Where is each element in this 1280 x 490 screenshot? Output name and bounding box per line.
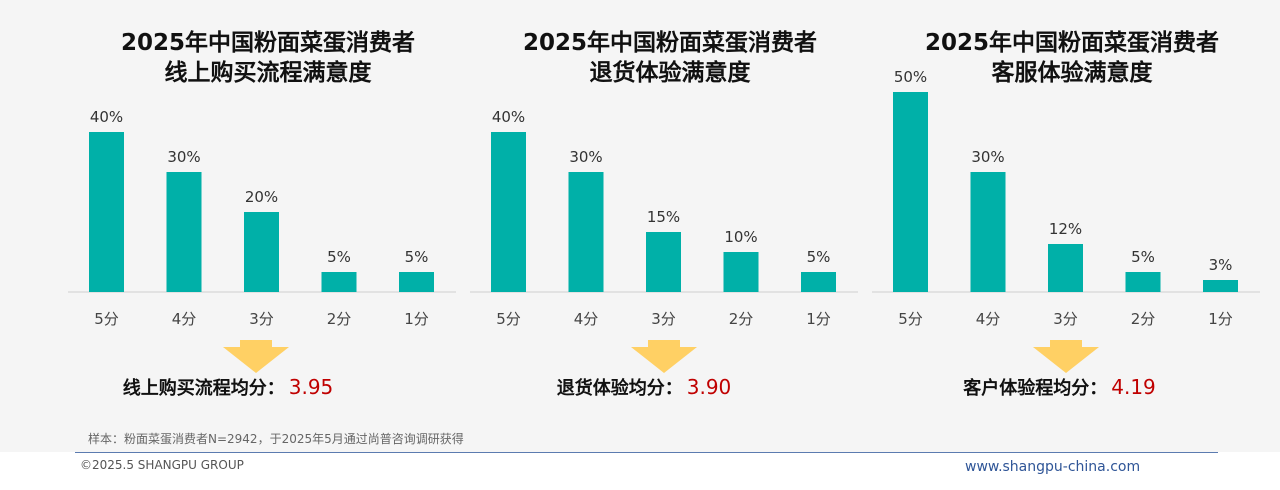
x-tick-label: 1分 <box>404 310 429 328</box>
data-label: 5% <box>807 248 831 266</box>
x-tick-label: 3分 <box>249 310 274 328</box>
x-tick-label: 5分 <box>898 310 923 328</box>
bar-3分 <box>244 212 279 292</box>
bar-4分 <box>970 172 1006 292</box>
average-score-label: 客户体验程均分： <box>963 378 1108 399</box>
chart-title: 2025年中国粉面菜蛋消费者 线上购买流程满意度 <box>68 28 468 88</box>
arrow-icon-stem <box>648 340 680 348</box>
x-tick-label: 4分 <box>172 310 197 328</box>
chart-canvas: 2025年中国粉面菜蛋消费者 线上购买流程满意度 40% 5分 30% 4分 20% 3分… <box>68 0 1272 452</box>
average-score: 客户体验程均分： 4.19 <box>872 374 1247 400</box>
data-label: 40% <box>492 108 525 126</box>
bar-2分 <box>321 272 357 292</box>
average-score-label: 线上购买流程均分： <box>122 378 285 399</box>
arrow-icon-stem <box>1050 340 1082 348</box>
website-link[interactable]: www.shangpu-china.com <box>965 459 1141 475</box>
data-label: 20% <box>245 188 278 206</box>
bar-5分 <box>893 92 928 292</box>
bar-4分 <box>166 172 202 292</box>
data-label: 40% <box>90 108 123 126</box>
x-tick-label: 2分 <box>1131 310 1156 328</box>
chart-panel-online-purchase: 2025年中国粉面菜蛋消费者 线上购买流程满意度 40% 5分 30% 4分 20% 3分… <box>68 0 468 452</box>
chart-panel-customer-service: 2025年中国粉面菜蛋消费者 客服体验满意度 50% 5分 30% 4分 12% 3分 5%… <box>872 0 1272 452</box>
average-score: 线上购买流程均分： 3.95 <box>68 374 388 400</box>
chart-title: 2025年中国粉面菜蛋消费者 客服体验满意度 <box>872 28 1272 88</box>
down-arrow-icon <box>223 347 289 373</box>
bar-3分 <box>646 232 681 292</box>
bar-chart-svg: 40% 5分 30% 4分 15% 3分 10% 2分 5% 1分 <box>470 108 858 328</box>
x-tick-label: 2分 <box>327 310 352 328</box>
data-label: 12% <box>1049 220 1082 238</box>
bar-1分 <box>1203 280 1238 292</box>
arrow-icon-stem <box>240 340 272 348</box>
data-label: 50% <box>894 68 927 86</box>
average-score-value: 4.19 <box>1111 375 1156 399</box>
average-score-value: 3.90 <box>686 375 732 399</box>
bar-2分 <box>1125 272 1161 292</box>
bar-1分 <box>399 272 434 292</box>
footer-divider <box>75 452 1218 453</box>
x-tick-label: 3分 <box>1053 310 1078 328</box>
x-tick-label: 5分 <box>94 310 119 328</box>
data-label: 30% <box>167 148 200 166</box>
sample-note: 样本：粉面菜蛋消费者N=2942，于2025年5月通过尚普咨询调研获得 <box>88 432 464 446</box>
data-label: 3% <box>1209 256 1233 274</box>
x-tick-label: 1分 <box>1208 310 1233 328</box>
down-arrow-icon <box>631 347 697 373</box>
chart-title-line-2: 退货体验满意度 <box>589 60 751 86</box>
bar-chart-svg: 40% 5分 30% 4分 20% 3分 5% 2分 5% 1分 <box>68 108 456 328</box>
bar-3分 <box>1048 244 1083 292</box>
x-tick-label: 4分 <box>976 310 1001 328</box>
average-score: 退货体验均分： 3.90 <box>470 374 818 400</box>
bar-chart-svg: 50% 5分 30% 4分 12% 3分 5% 2分 3% 1分 <box>872 68 1260 328</box>
bar-1分 <box>801 272 836 292</box>
data-label: 5% <box>327 248 351 266</box>
data-label: 30% <box>569 148 602 166</box>
down-arrow-icon <box>1033 347 1099 373</box>
copyright-text: ©2025.5 SHANGPU GROUP <box>80 458 244 472</box>
average-score-label: 退货体验均分： <box>556 378 683 399</box>
x-tick-label: 1分 <box>806 310 831 328</box>
x-tick-label: 2分 <box>729 310 754 328</box>
data-label: 5% <box>405 248 429 266</box>
average-score-value: 3.95 <box>288 375 334 399</box>
data-label: 10% <box>724 228 757 246</box>
data-label: 30% <box>971 148 1004 166</box>
chart-title: 2025年中国粉面菜蛋消费者 退货体验满意度 <box>470 28 870 88</box>
bar-4分 <box>568 172 604 292</box>
chart-title-line-1: 2025年中国粉面菜蛋消费者 <box>924 30 1219 56</box>
x-tick-label: 5分 <box>496 310 521 328</box>
bar-5分 <box>491 132 526 292</box>
data-label: 5% <box>1131 248 1155 266</box>
chart-title-line-1: 2025年中国粉面菜蛋消费者 <box>522 30 817 56</box>
chart-title-line-2: 客服体验满意度 <box>991 60 1153 86</box>
bar-2分 <box>723 252 759 292</box>
x-tick-label: 4分 <box>574 310 599 328</box>
x-tick-label: 3分 <box>651 310 676 328</box>
chart-panel-return-experience: 2025年中国粉面菜蛋消费者 退货体验满意度 40% 5分 30% 4分 15% 3分 10… <box>470 0 870 452</box>
chart-title-line-2: 线上购买流程满意度 <box>164 60 372 86</box>
chart-title-line-1: 2025年中国粉面菜蛋消费者 <box>120 30 415 56</box>
data-label: 15% <box>647 208 680 226</box>
bar-5分 <box>89 132 124 292</box>
